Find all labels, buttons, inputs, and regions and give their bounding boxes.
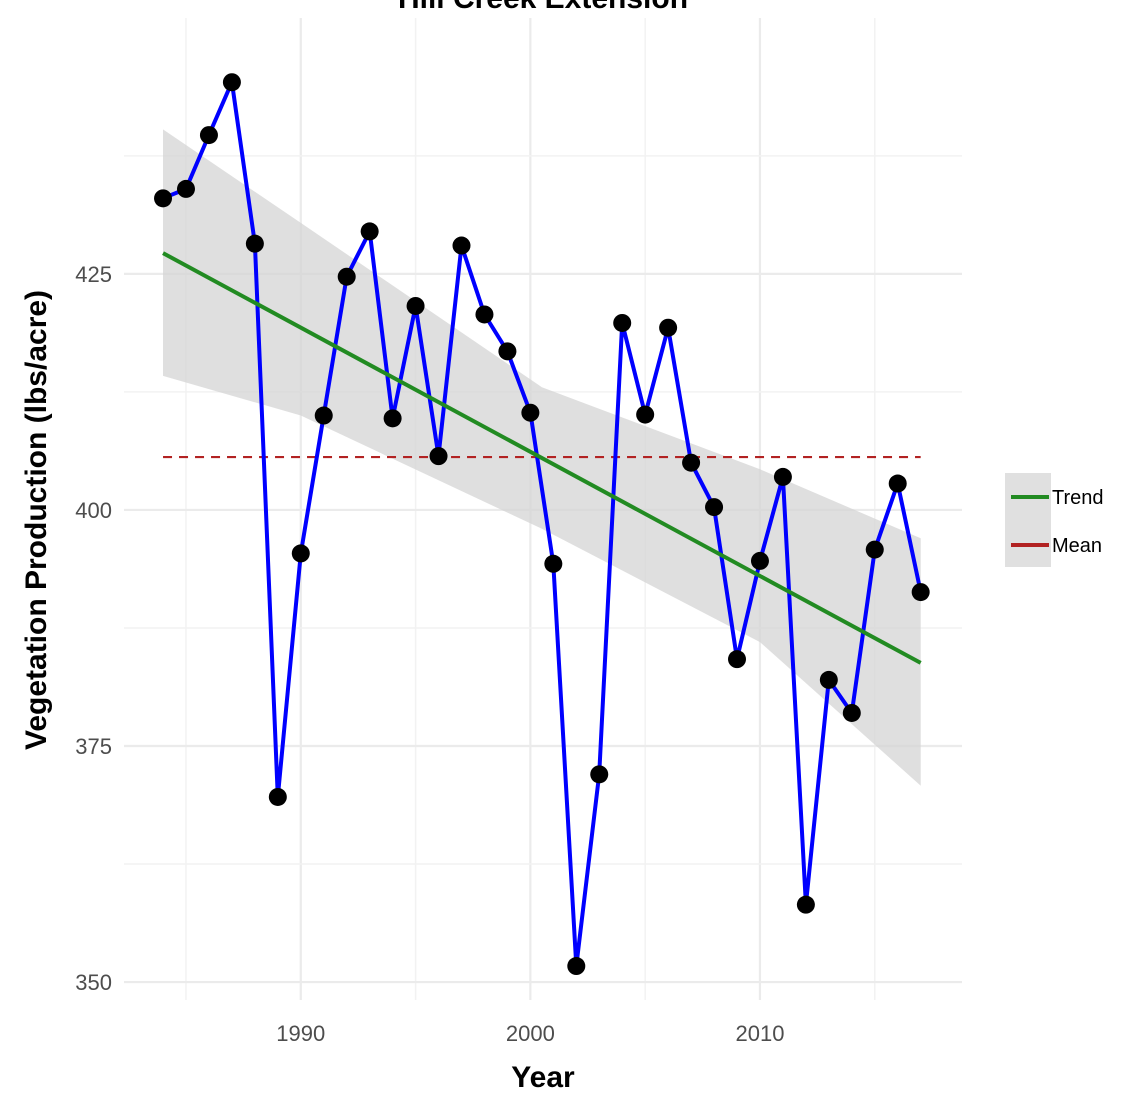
y-tick-label: 350 [75, 970, 112, 995]
x-axis-label: Year [511, 1061, 575, 1094]
data-point [291, 544, 310, 563]
data-point [613, 313, 632, 332]
data-point [314, 406, 333, 425]
y-tick-label: 425 [75, 262, 112, 287]
trend-line [162, 251, 922, 665]
x-tick-label: 1990 [276, 1021, 325, 1046]
data-point [819, 670, 838, 689]
data-point [154, 189, 173, 208]
data-point [176, 179, 195, 198]
data-point [636, 405, 655, 424]
y-tick-label: 375 [75, 734, 112, 759]
trend-line-path [162, 251, 922, 665]
chart-title: Hill Creek Extension [398, 0, 688, 15]
data-point [475, 305, 494, 324]
data-point [865, 540, 884, 559]
legend: Trend Mean [1005, 473, 1104, 567]
legend-mean-label: Mean [1052, 535, 1102, 557]
data-point [383, 409, 402, 428]
data-point [750, 551, 769, 570]
y-tick-label: 400 [75, 498, 112, 523]
data-point [796, 895, 815, 914]
data-point [659, 318, 678, 337]
data-point [268, 787, 287, 806]
data-point [429, 447, 448, 466]
x-tick-label: 2010 [735, 1021, 784, 1046]
data-point [360, 222, 379, 241]
data-point [337, 267, 356, 286]
series-polyline [162, 80, 923, 968]
y-axis-label: Vegetation Production (lbs/acre) [20, 290, 53, 750]
legend-trend-label: Trend [1052, 487, 1104, 509]
data-point [888, 474, 907, 493]
data-points [154, 73, 930, 976]
data-point [222, 73, 241, 92]
data-point [544, 554, 563, 573]
data-point [705, 498, 724, 517]
y-axis-ticks: 350 375 400 425 [75, 262, 112, 995]
data-point [590, 765, 609, 784]
data-point [521, 403, 540, 422]
data-point [199, 126, 218, 145]
data-point [498, 342, 517, 361]
x-axis-ticks: 1990 2000 2010 [276, 1021, 784, 1046]
data-point [452, 236, 471, 255]
x-tick-label: 2000 [506, 1021, 555, 1046]
data-point [728, 650, 747, 669]
data-point [245, 234, 264, 253]
data-point [911, 583, 930, 602]
data-point [406, 296, 425, 315]
data-point [842, 703, 861, 722]
data-point [682, 453, 701, 472]
data-point [567, 957, 586, 976]
series-line [162, 80, 923, 968]
data-point [773, 467, 792, 486]
